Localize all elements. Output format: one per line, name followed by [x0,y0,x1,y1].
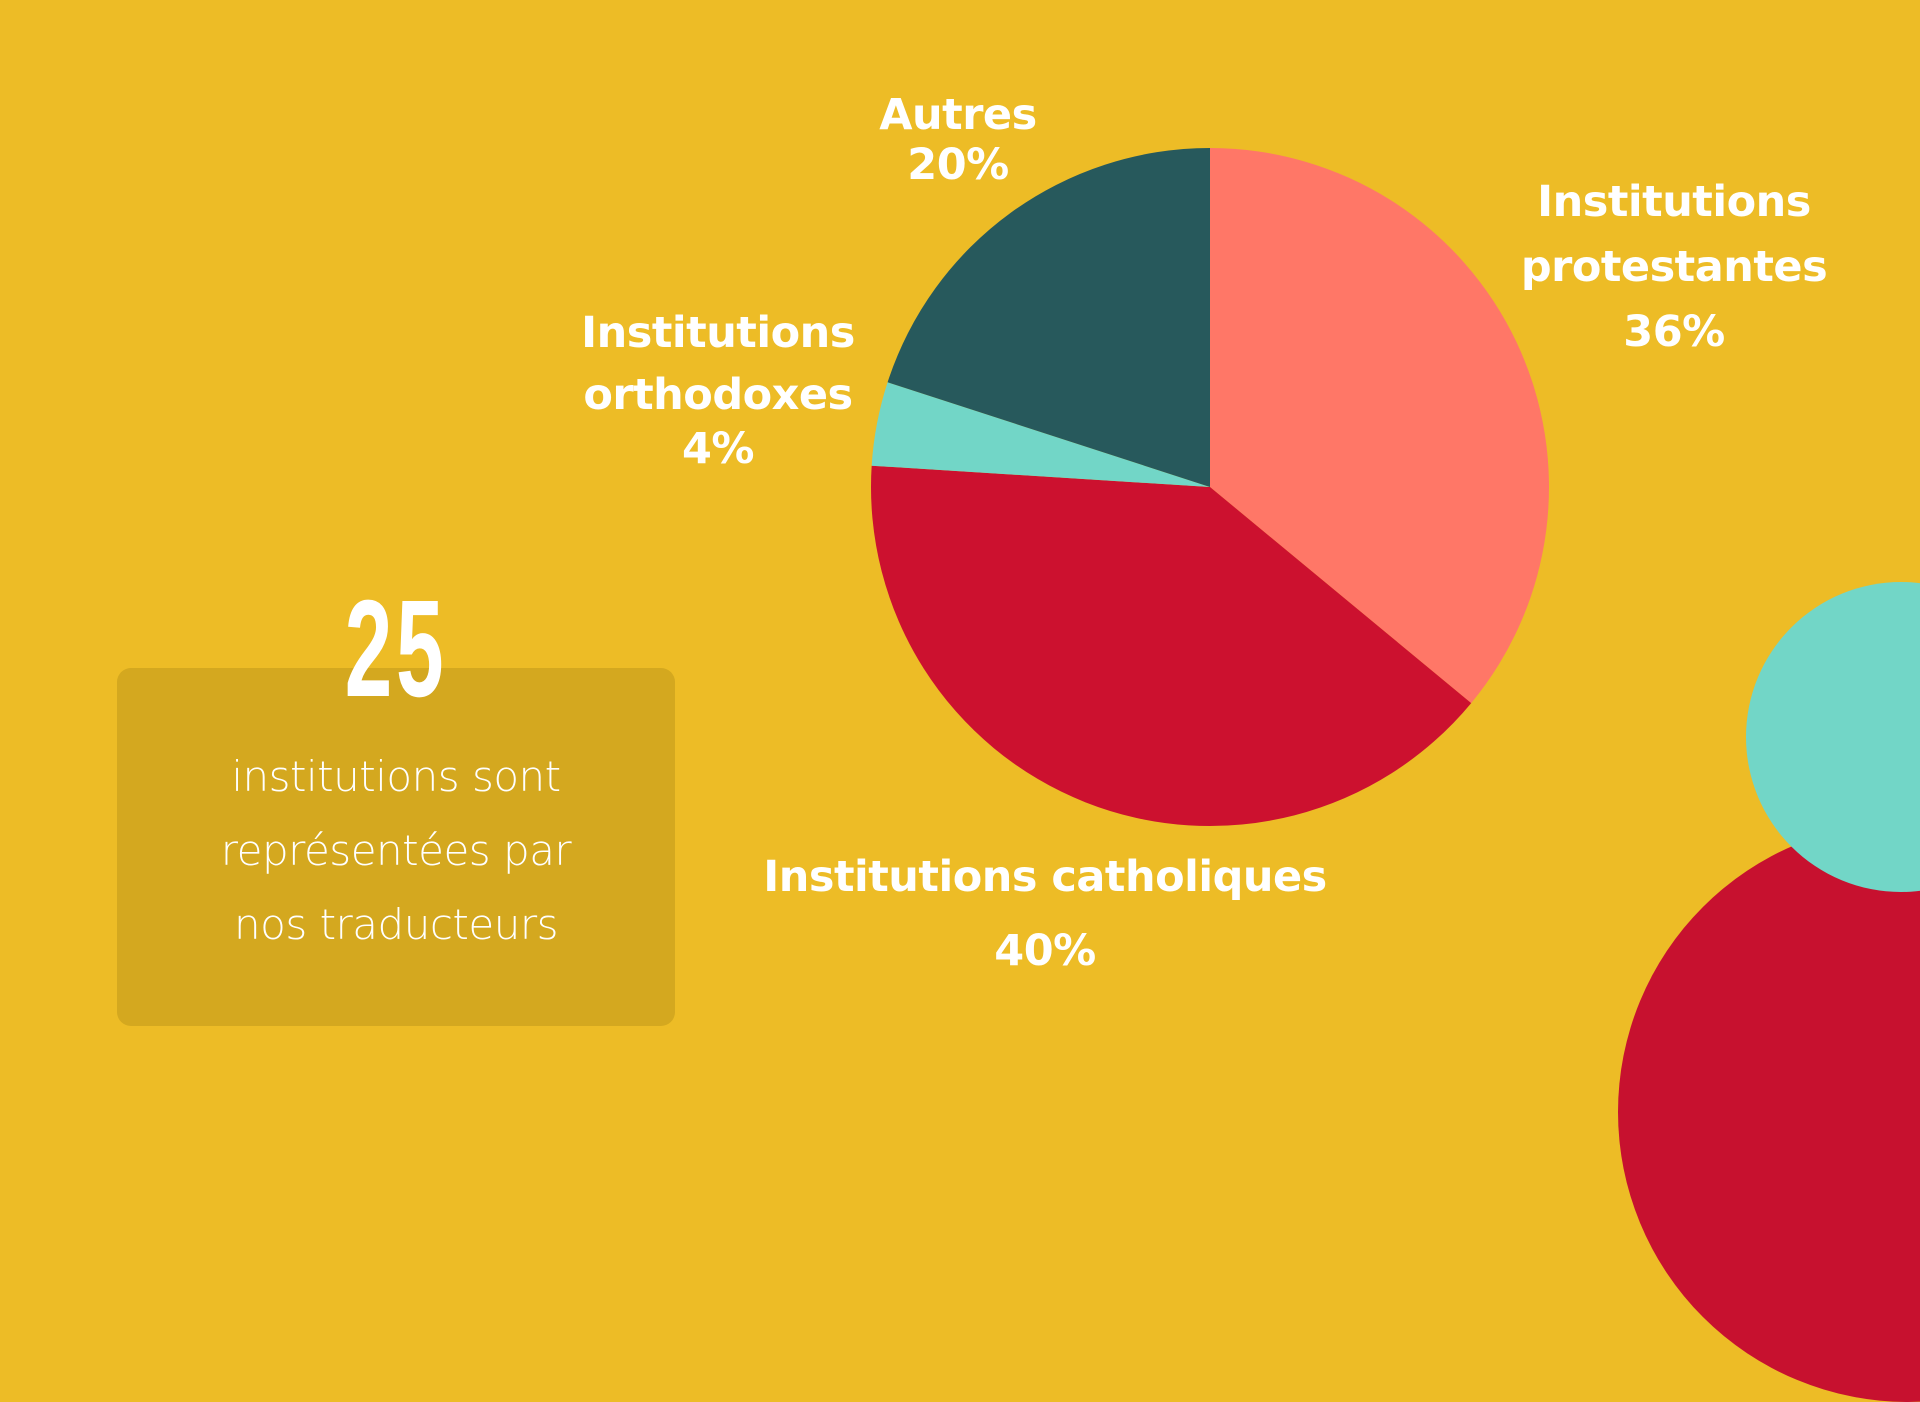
stat-description: institutions sont représentées par nos t… [117,740,675,962]
label-autres-name: Autres [879,90,1037,140]
label-catholiques: Institutions catholiques 40% [745,840,1345,988]
label-protestantes-pct: 36% [1623,307,1725,357]
infographic: Autres 20% Institutions protestantes 36%… [117,86,1920,1402]
label-orthodoxes-line2: orthodoxes [583,370,853,420]
stat-line-1: institutions sont [231,752,561,801]
pie-slice-institutions-orthodoxes [871,382,1210,487]
label-catholiques-name: Institutions catholiques [763,852,1327,902]
pie-chart [871,148,1549,827]
label-catholiques-pct: 40% [994,926,1096,976]
label-protestantes: Institutions protestantes 36% [1500,170,1848,365]
label-protestantes-line1: Institutions [1537,177,1811,227]
pie-slice-autres [887,148,1210,487]
stat-number: 25 [344,572,448,726]
label-orthodoxes-line1: Institutions [581,308,855,358]
label-protestantes-line2: protestantes [1520,242,1828,292]
label-autres-pct: 20% [907,140,1009,190]
pie-slice-institutions-catholiques [871,465,1472,827]
label-orthodoxes-pct: 4% [681,424,755,474]
stat-card [117,668,675,1026]
pie-slice-institutions-protestantes [1210,148,1549,704]
label-orthodoxes: Institutions orthodoxes 4% [565,302,871,480]
label-autres: Autres 20% [858,86,1058,194]
stat-line-3: nos traducteurs [234,900,558,949]
stat-line-2: représentées par [220,826,572,875]
